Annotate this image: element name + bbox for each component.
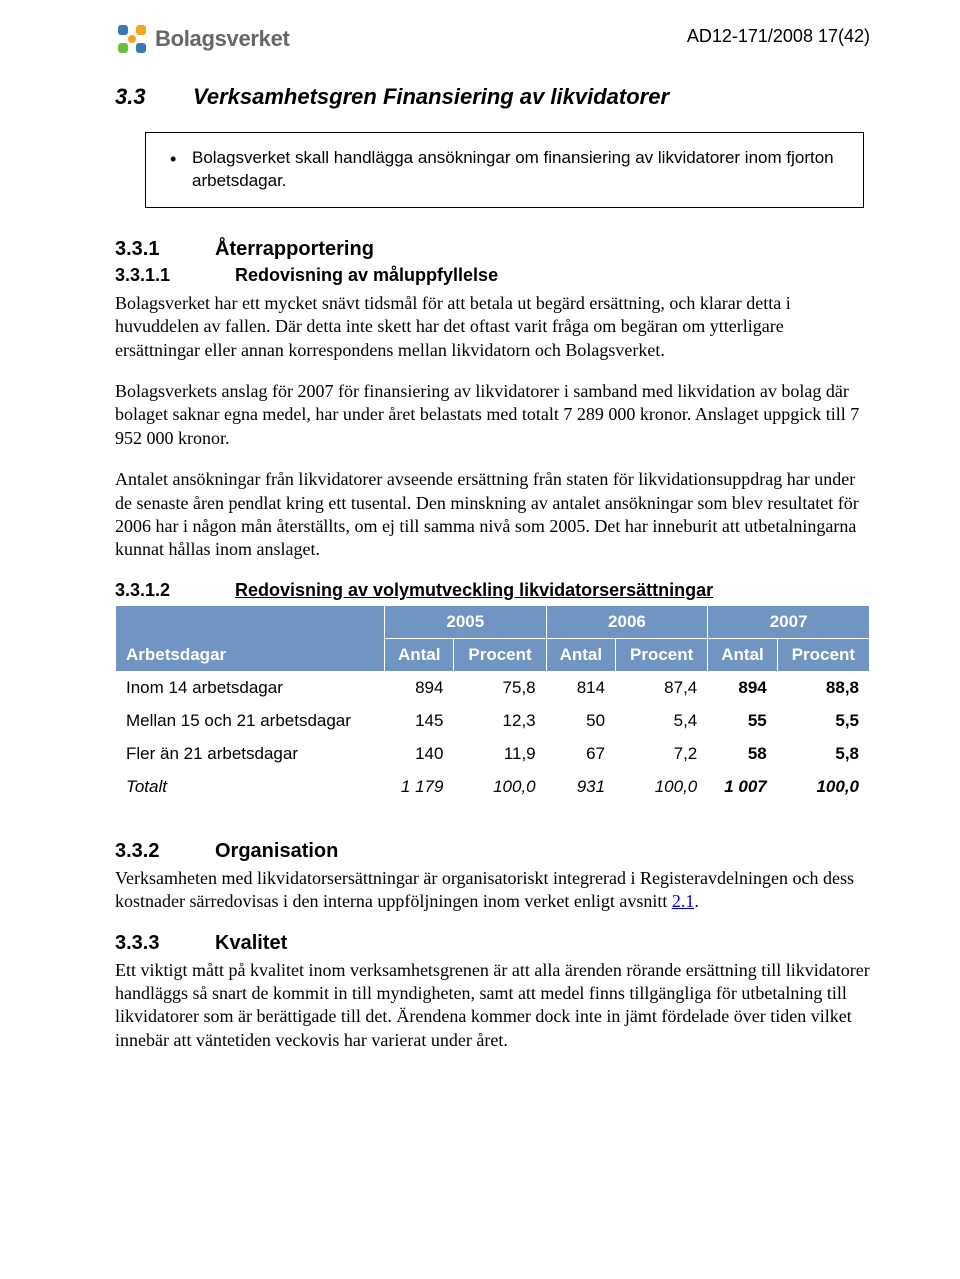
text-span: . xyxy=(694,891,699,911)
text-span: Verksamheten med likvidatorsersättningar… xyxy=(115,868,854,911)
paragraph: Bolagsverket har ett mycket snävt tidsmå… xyxy=(115,292,870,362)
paragraph: Ett viktigt mått på kvalitet inom verksa… xyxy=(115,959,870,1053)
table-year-header: 2007 xyxy=(708,605,870,638)
table-row-label: Fler än 21 arbetsdagar xyxy=(116,737,385,770)
table-cell: 12,3 xyxy=(454,704,546,737)
heading-number: 3.3.1 xyxy=(115,238,215,261)
table-cell: 1 179 xyxy=(384,770,453,803)
heading-3-3-2: 3.3.2Organisation xyxy=(115,840,870,863)
heading-number: 3.3.2 xyxy=(115,840,215,863)
heading-title: Redovisning av måluppfyllelse xyxy=(235,265,498,285)
table-year-header: 2005 xyxy=(384,605,546,638)
paragraph: Bolagsverkets anslag för 2007 för finans… xyxy=(115,380,870,450)
heading-title: Verksamhetsgren Finansiering av likvidat… xyxy=(193,84,669,109)
table-corner-header: Arbetsdagar xyxy=(116,605,385,671)
table-subcol-header: Procent xyxy=(777,638,869,671)
heading-3-3-1: 3.3.1Återrapportering xyxy=(115,238,870,261)
page-header: Bolagsverket AD12-171/2008 17(42) xyxy=(115,22,870,56)
heading-3-3-1-1: 3.3.1.1Redovisning av måluppfyllelse xyxy=(115,265,870,286)
table-cell: 894 xyxy=(708,671,777,704)
heading-number: 3.3.1.2 xyxy=(115,580,235,601)
paragraph: Antalet ansökningar från likvidatorer av… xyxy=(115,468,870,562)
table-cell: 814 xyxy=(546,671,615,704)
table-cell: 5,4 xyxy=(616,704,708,737)
table-subcol-header: Antal xyxy=(384,638,453,671)
heading-number: 3.3.1.1 xyxy=(115,265,235,286)
logo-text: Bolagsverket xyxy=(155,26,290,52)
heading-title: Organisation xyxy=(215,840,338,862)
table-row: Fler än 21 arbetsdagar14011,9677,2585,8 xyxy=(116,737,870,770)
heading-3-3-1-2: 3.3.1.2Redovisning av volymutveckling li… xyxy=(115,580,870,601)
table-row-label: Inom 14 arbetsdagar xyxy=(116,671,385,704)
heading-title: Kvalitet xyxy=(215,932,287,954)
table-cell: 87,4 xyxy=(616,671,708,704)
callout-bullet: Bolagsverket skall handlägga ansökningar… xyxy=(162,147,847,193)
document-reference: AD12-171/2008 17(42) xyxy=(687,22,870,47)
table-cell: 140 xyxy=(384,737,453,770)
table-header: Arbetsdagar200520062007AntalProcentAntal… xyxy=(116,605,870,671)
table-cell: 1 007 xyxy=(708,770,777,803)
callout-box: Bolagsverket skall handlägga ansökningar… xyxy=(145,132,864,208)
table-cell: 58 xyxy=(708,737,777,770)
table-row-label: Mellan 15 och 21 arbetsdagar xyxy=(116,704,385,737)
heading-3-3-3: 3.3.3Kvalitet xyxy=(115,932,870,955)
table-row: Inom 14 arbetsdagar89475,881487,489488,8 xyxy=(116,671,870,704)
table-row-label: Totalt xyxy=(116,770,385,803)
table-cell: 67 xyxy=(546,737,615,770)
table-cell: 55 xyxy=(708,704,777,737)
volume-table: Arbetsdagar200520062007AntalProcentAntal… xyxy=(115,605,870,804)
paragraph: Verksamheten med likvidatorsersättningar… xyxy=(115,867,870,914)
table-subcol-header: Procent xyxy=(616,638,708,671)
heading-title: Återrapportering xyxy=(215,238,374,260)
table-cell: 11,9 xyxy=(454,737,546,770)
brand-logo: Bolagsverket xyxy=(115,22,290,56)
table-cell: 50 xyxy=(546,704,615,737)
heading-title: Redovisning av volymutveckling likvidato… xyxy=(235,580,713,600)
table-cell: 100,0 xyxy=(454,770,546,803)
table-row: Mellan 15 och 21 arbetsdagar14512,3505,4… xyxy=(116,704,870,737)
table-cell: 5,8 xyxy=(777,737,869,770)
logo-icon xyxy=(115,22,149,56)
table-subcol-header: Antal xyxy=(708,638,777,671)
table-year-header: 2006 xyxy=(546,605,708,638)
table-cell: 100,0 xyxy=(616,770,708,803)
table-cell: 145 xyxy=(384,704,453,737)
heading-number: 3.3.3 xyxy=(115,932,215,955)
table-subcol-header: Antal xyxy=(546,638,615,671)
table-subcol-header: Procent xyxy=(454,638,546,671)
table-body: Inom 14 arbetsdagar89475,881487,489488,8… xyxy=(116,671,870,803)
table-row: Totalt1 179100,0931100,01 007100,0 xyxy=(116,770,870,803)
section-link[interactable]: 2.1 xyxy=(672,891,695,911)
table-cell: 894 xyxy=(384,671,453,704)
heading-number: 3.3 xyxy=(115,84,193,110)
table-cell: 5,5 xyxy=(777,704,869,737)
table-cell: 88,8 xyxy=(777,671,869,704)
table-cell: 100,0 xyxy=(777,770,869,803)
table-cell: 931 xyxy=(546,770,615,803)
table-cell: 75,8 xyxy=(454,671,546,704)
heading-3-3: 3.3Verksamhetsgren Finansiering av likvi… xyxy=(115,84,870,110)
table-cell: 7,2 xyxy=(616,737,708,770)
